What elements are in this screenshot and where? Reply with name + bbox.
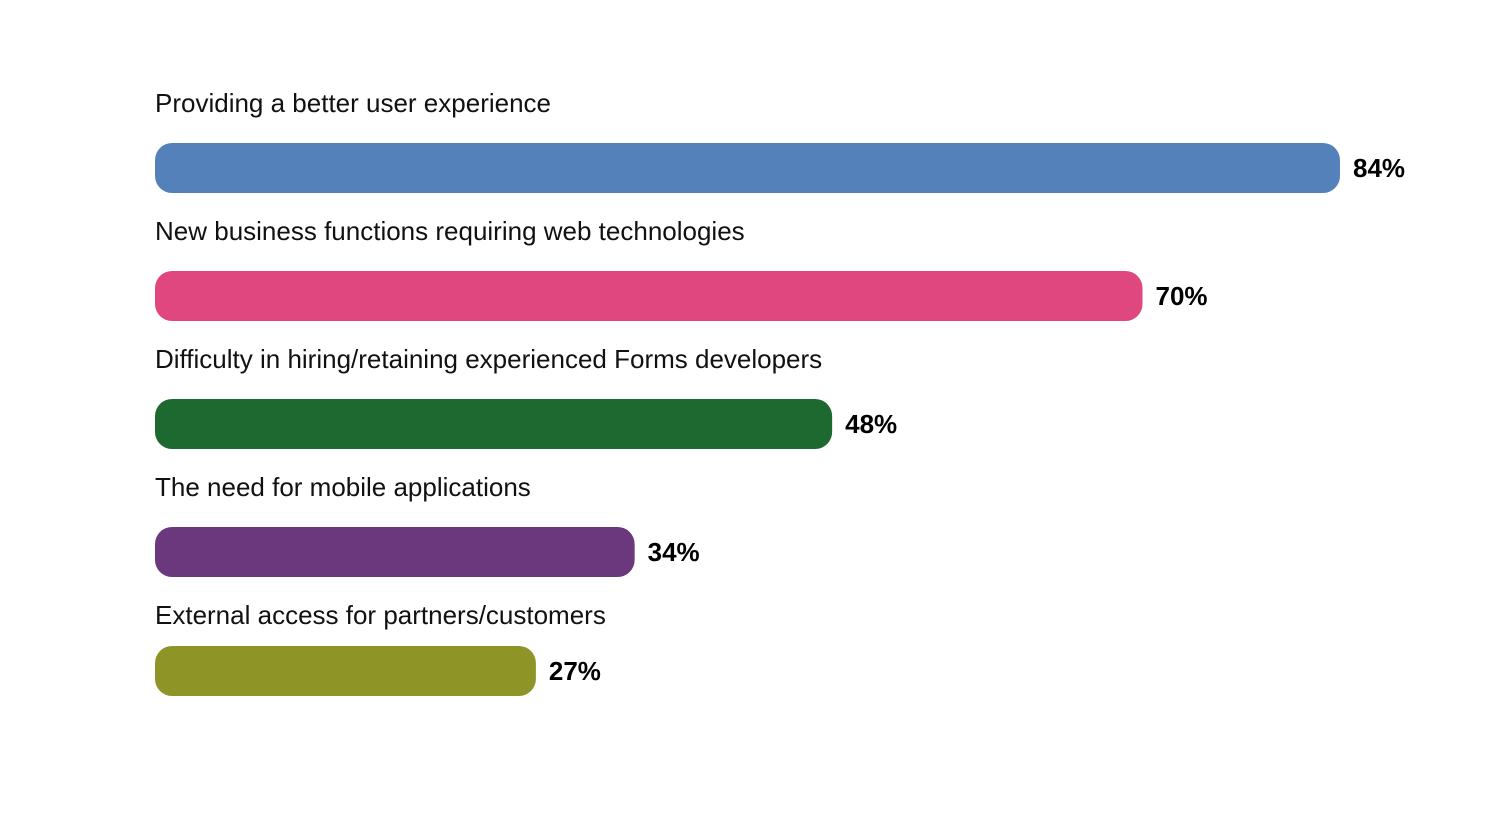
bar (155, 399, 833, 449)
bar (155, 527, 635, 577)
value-label: 27% (549, 656, 601, 686)
category-label: Difficulty in hiring/retaining experienc… (155, 344, 822, 374)
value-label: 48% (845, 409, 897, 439)
value-label: 70% (1156, 281, 1208, 311)
bar (155, 143, 1340, 193)
category-label: New business functions requiring web tec… (155, 216, 745, 246)
value-label: 34% (648, 537, 700, 567)
bars-group: Providing a better user experience 84% New… (155, 88, 1405, 696)
category-label: Providing a better user experience (155, 88, 551, 118)
bar (155, 646, 536, 696)
category-label: The need for mobile applications (155, 472, 531, 502)
category-label: External access for partners/customers (155, 600, 606, 630)
value-label: 84% (1353, 153, 1405, 183)
bar (155, 271, 1143, 321)
